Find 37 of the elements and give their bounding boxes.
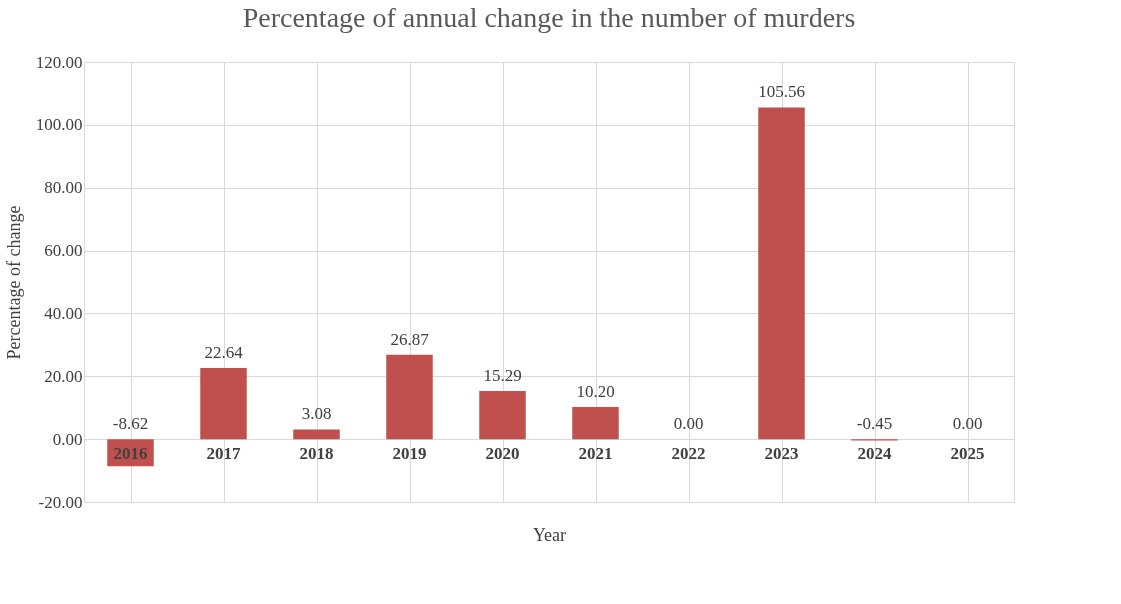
bar	[572, 407, 619, 440]
y-tick-label: 40.00	[44, 303, 83, 323]
x-tick-label: 2023	[764, 443, 799, 463]
x-tick-label: 2025	[950, 443, 985, 463]
y-tick-label: 120.00	[35, 52, 83, 72]
bar	[386, 354, 433, 440]
y-tick-label: 20.00	[44, 366, 83, 386]
bar	[479, 391, 526, 440]
x-tick-label: 2017	[206, 443, 241, 463]
y-tick-label: 100.00	[35, 115, 83, 135]
x-tick-label: 2024	[857, 443, 892, 463]
x-tick-label: 2021	[578, 443, 613, 463]
data-label: 10.20	[576, 382, 615, 402]
y-axis-title: Percentage of change	[3, 205, 24, 360]
x-tick-label: 2016	[113, 443, 148, 463]
y-tick-label: 60.00	[44, 241, 83, 261]
data-label: 15.29	[483, 366, 522, 386]
bar	[200, 367, 247, 440]
x-tick-label: 2018	[299, 443, 334, 463]
y-tick-label: 80.00	[44, 178, 83, 198]
data-label: 0.00	[952, 414, 983, 434]
x-axis-title: Year	[532, 524, 567, 545]
data-label: 26.87	[390, 329, 430, 349]
x-tick-label: 2019	[392, 443, 427, 463]
data-label: 105.56	[758, 82, 805, 102]
bar	[293, 429, 340, 440]
y-tick-label: -20.00	[38, 492, 83, 512]
data-label: 0.00	[673, 414, 704, 434]
y-tick-label: 0.00	[52, 429, 83, 449]
data-label: 3.08	[301, 404, 332, 424]
x-tick-label: 2020	[485, 443, 520, 463]
data-label: 22.64	[204, 342, 244, 362]
chart-title: Percentage of annual change in the number of murders	[242, 2, 856, 33]
data-label: -8.62	[112, 414, 149, 434]
bar	[758, 107, 805, 440]
x-tick-label: 2022	[671, 443, 706, 463]
data-label: -0.45	[856, 414, 893, 434]
